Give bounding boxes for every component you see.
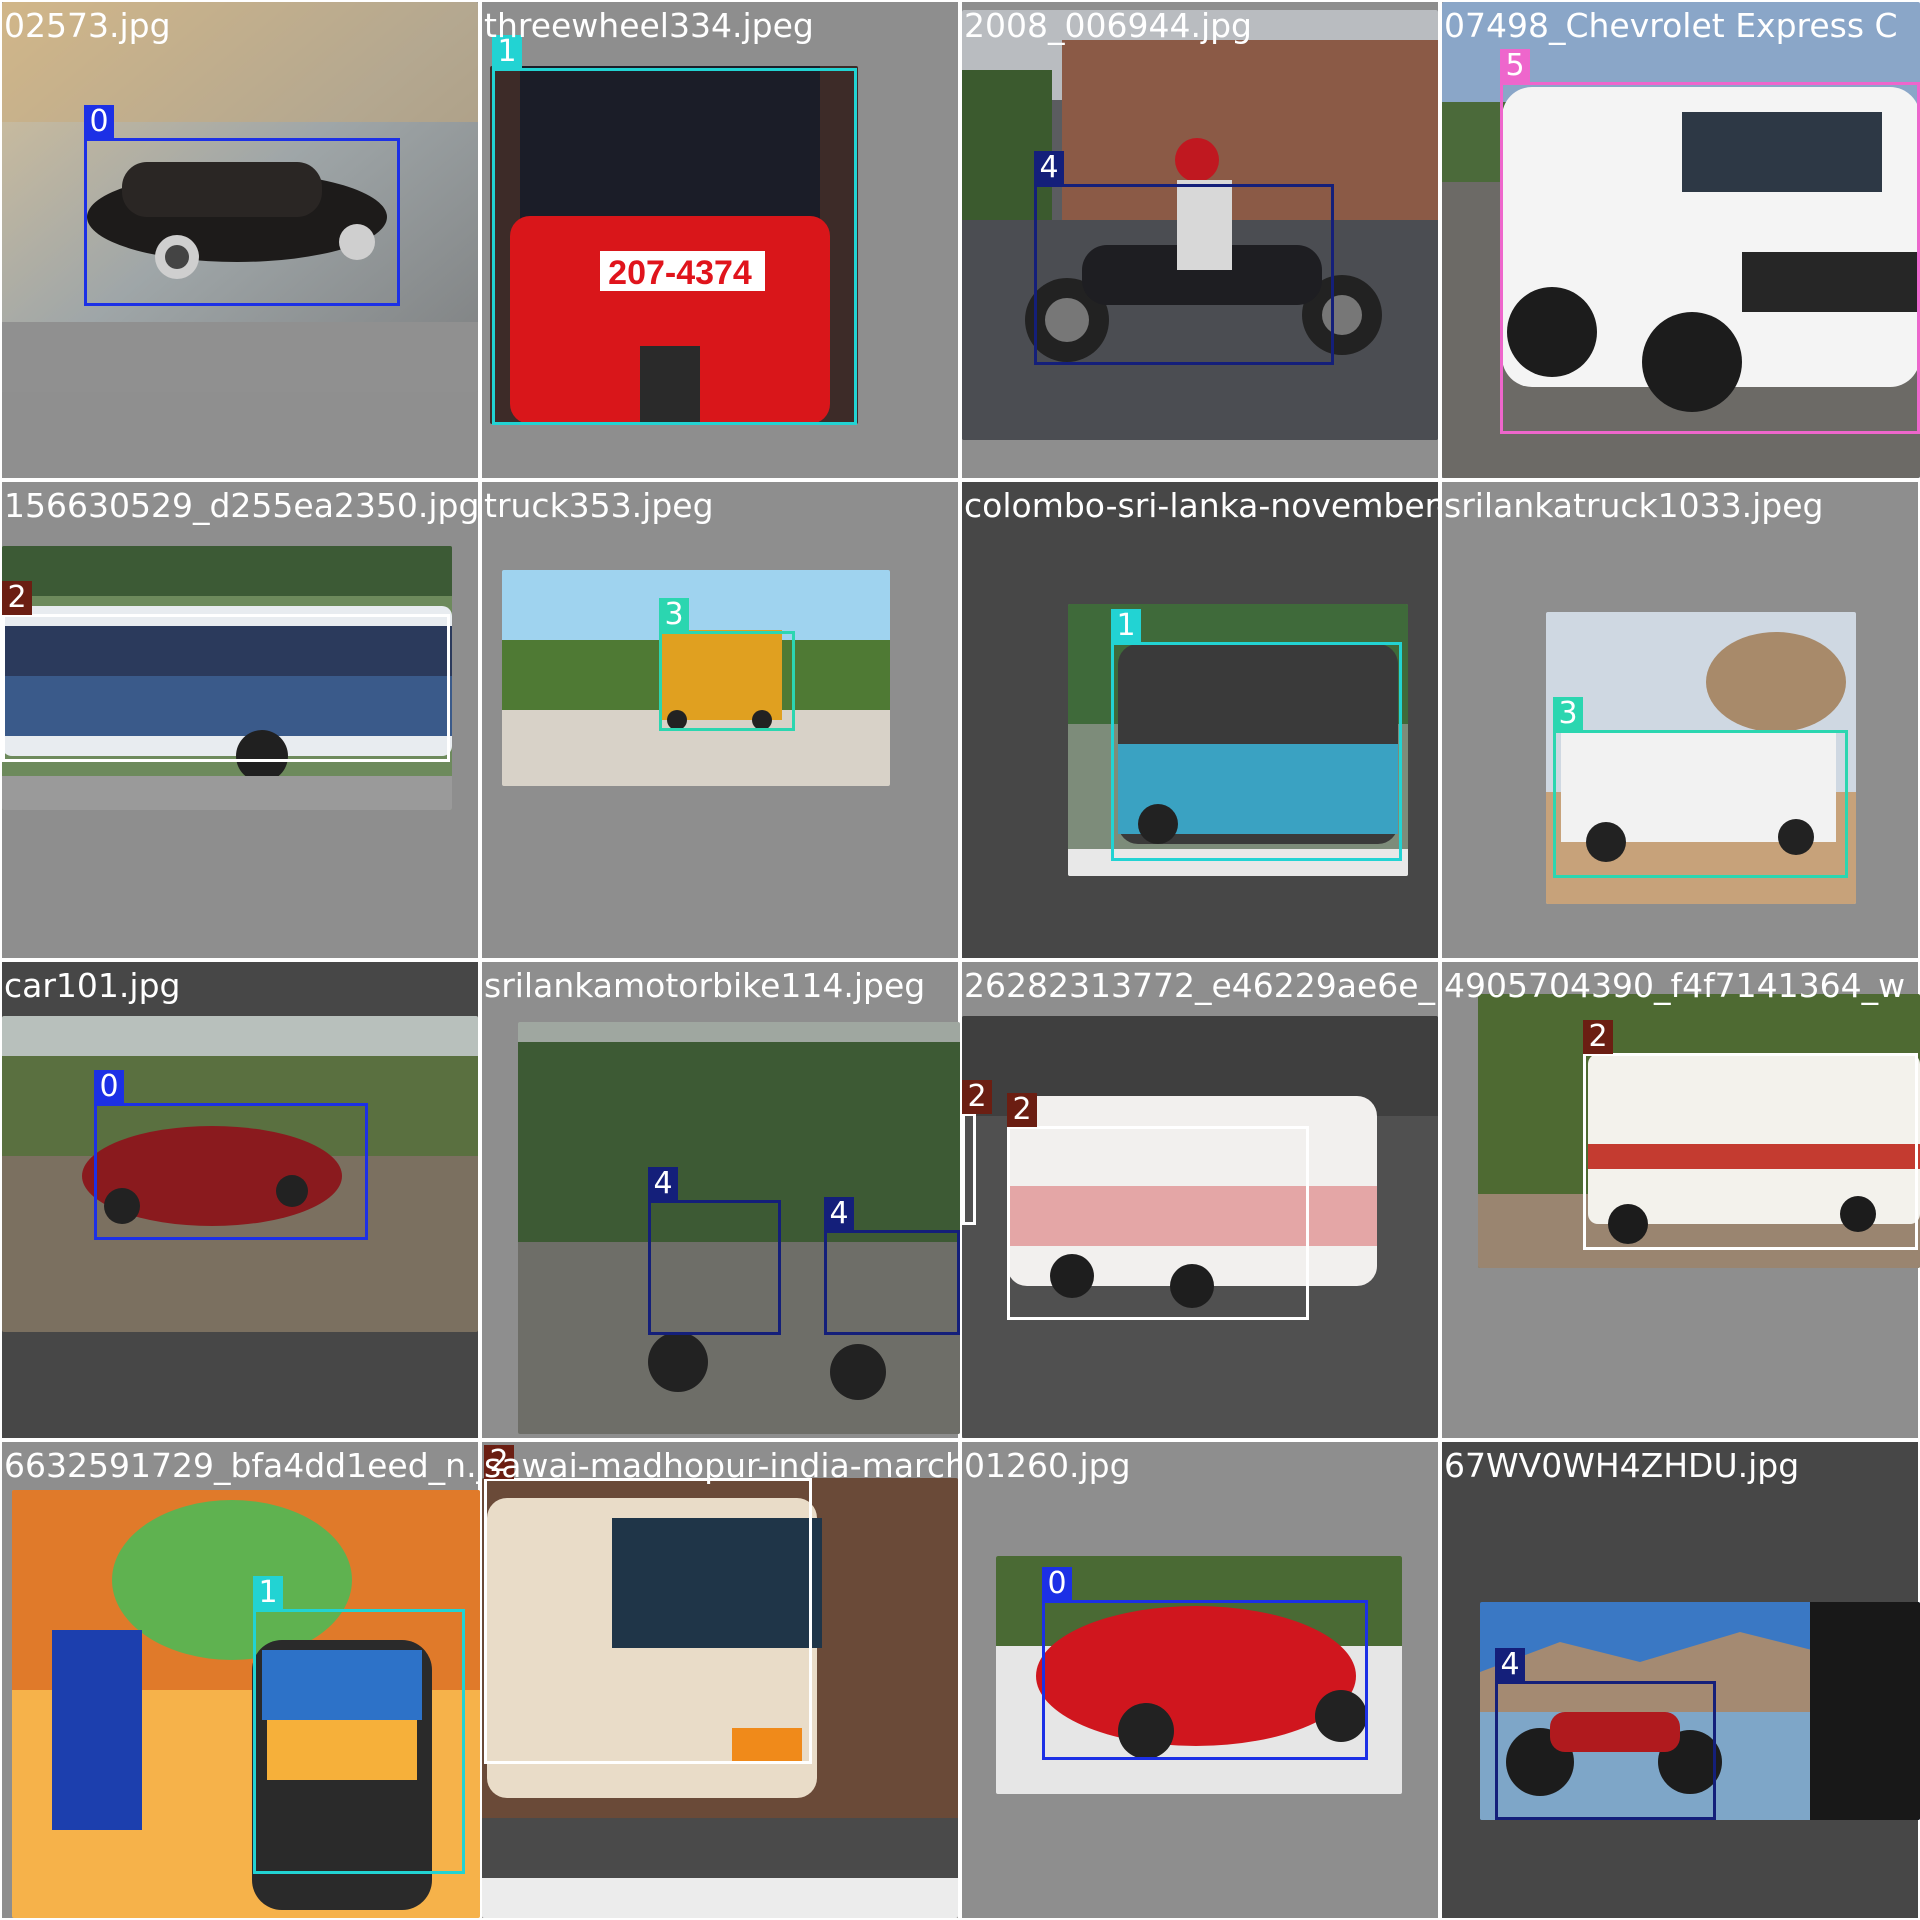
image-filename: 02573.jpg xyxy=(4,6,171,45)
detection-box: 0 xyxy=(84,105,400,306)
mosaic-tile: 26282313772_e46229ae6e_k.jpg 2 2 xyxy=(960,960,1440,1440)
mosaic-tile: 02573.jpg 0 xyxy=(0,0,480,480)
photo-bus xyxy=(2,546,452,810)
image-filename: threewheel334.jpeg xyxy=(484,6,814,45)
photo-car xyxy=(2,1016,478,1332)
image-filename: srilankamotorbike114.jpeg xyxy=(484,966,926,1005)
photo-pickup-truck xyxy=(1546,612,1856,904)
class-label: 1 xyxy=(1111,609,1141,643)
image-filename: 67WV0WH4ZHDU.jpg xyxy=(1444,1446,1800,1485)
detection-box: 1 xyxy=(1111,609,1402,861)
detection-box: 4 xyxy=(1034,151,1334,365)
mosaic-tile: srilankamotorbike114.jpeg 4 4 xyxy=(480,960,960,1440)
image-filename: colombo-sri-lanka-november-11-2016-... xyxy=(964,486,1440,525)
class-label: 4 xyxy=(1495,1648,1525,1682)
photo-motorbikes xyxy=(518,1022,960,1434)
class-label: 4 xyxy=(824,1197,854,1231)
mosaic-tile: 6632591729_bfa4dd1eed_n.jpg 1 xyxy=(0,1440,480,1920)
class-label: 2 xyxy=(1007,1093,1037,1127)
detection-box: 1 xyxy=(253,1576,465,1874)
class-label: 4 xyxy=(648,1167,678,1201)
image-filename: car101.jpg xyxy=(4,966,181,1005)
class-label: 0 xyxy=(94,1070,124,1104)
svg-text:207-4374: 207-4374 xyxy=(608,254,752,292)
mosaic-tile: car101.jpg 0 xyxy=(0,960,480,1440)
mosaic-tile: 207-4374 threewheel334.jpeg 1 xyxy=(480,0,960,480)
mosaic-tile: 4905704390_f4f7141364_w 2 xyxy=(1440,960,1920,1440)
mosaic-tile: 67WV0WH4ZHDU.jpg 4 xyxy=(1440,1440,1920,1920)
image-filename: srilankatruck1033.jpeg xyxy=(1444,486,1824,525)
mosaic-tile: 01260.jpg 0 xyxy=(960,1440,1440,1920)
detection-box: 4 xyxy=(648,1167,781,1335)
photo-coach-bus xyxy=(962,1016,1438,1438)
class-label: 0 xyxy=(84,105,114,139)
mosaic-tile: colombo-sri-lanka-november-11-2016-... 1 xyxy=(960,480,1440,960)
image-filename: 156630529_d255ea2350.jpg xyxy=(4,486,480,525)
detection-box: 1 xyxy=(492,35,857,425)
photo-van xyxy=(1442,2,1920,478)
image-filename: 6632591729_bfa4dd1eed_n.jpg xyxy=(4,1446,480,1485)
class-label: 2 xyxy=(962,1080,992,1114)
detection-box: 2 xyxy=(962,1080,992,1225)
class-label: 0 xyxy=(1042,1567,1072,1601)
detection-box: 2 xyxy=(1007,1093,1309,1320)
class-label: 1 xyxy=(253,1576,283,1610)
detection-box: 3 xyxy=(659,598,795,731)
detection-box: 2 xyxy=(484,1445,812,1764)
class-label: 2 xyxy=(484,1445,514,1479)
class-label: 3 xyxy=(659,598,689,632)
image-filename: truck353.jpeg xyxy=(484,486,714,525)
image-filename: 26282313772_e46229ae6e_k.jpg xyxy=(964,966,1440,1005)
mosaic-tile: srilankatruck1033.jpeg 3 xyxy=(1440,480,1920,960)
photo-tourist-bus xyxy=(482,1478,958,1918)
photo-three-wheeler xyxy=(12,1490,480,1918)
image-filename: 4905704390_f4f7141364_w xyxy=(1444,966,1906,1005)
photo-motorcycle xyxy=(962,10,1438,440)
class-label: 2 xyxy=(2,581,32,615)
class-label: 2 xyxy=(1583,1020,1613,1054)
detection-box: 0 xyxy=(1042,1567,1368,1760)
class-label: 1 xyxy=(492,35,522,69)
photo-three-wheeler: 207-4374 xyxy=(490,66,858,424)
mosaic-tile: truck353.jpeg 3 xyxy=(480,480,960,960)
detection-box: 5 xyxy=(1500,49,1920,434)
detection-box: 2 xyxy=(1583,1020,1918,1250)
detection-box: 4 xyxy=(1495,1648,1716,1820)
class-label: 4 xyxy=(1034,151,1064,185)
photo-truck xyxy=(502,570,890,786)
image-filename: 01260.jpg xyxy=(964,1446,1131,1485)
class-label: 5 xyxy=(1500,49,1530,83)
mosaic-tile: 156630529_d255ea2350.jpg 2 xyxy=(0,480,480,960)
image-filename: 2008_006944.jpg xyxy=(964,6,1253,45)
detection-box: 4 xyxy=(824,1197,960,1335)
class-label: 3 xyxy=(1553,697,1583,731)
detection-box: 2 xyxy=(2,581,450,762)
detection-box: 0 xyxy=(94,1070,368,1240)
photo-bus xyxy=(1478,994,1920,1268)
image-filename: sawai-madhopur-india-march-06-2016-... xyxy=(484,1446,960,1485)
mosaic-tile: 07498_Chevrolet Express C 5 xyxy=(1440,0,1920,480)
detection-box: 3 xyxy=(1553,697,1848,878)
image-filename: 07498_Chevrolet Express C xyxy=(1444,6,1898,45)
photo-motorcycle xyxy=(1480,1602,1920,1820)
mosaic-tile: sawai-madhopur-india-march-06-2016-... 2 xyxy=(480,1440,960,1920)
mosaic-tile: 2008_006944.jpg 4 xyxy=(960,0,1440,480)
